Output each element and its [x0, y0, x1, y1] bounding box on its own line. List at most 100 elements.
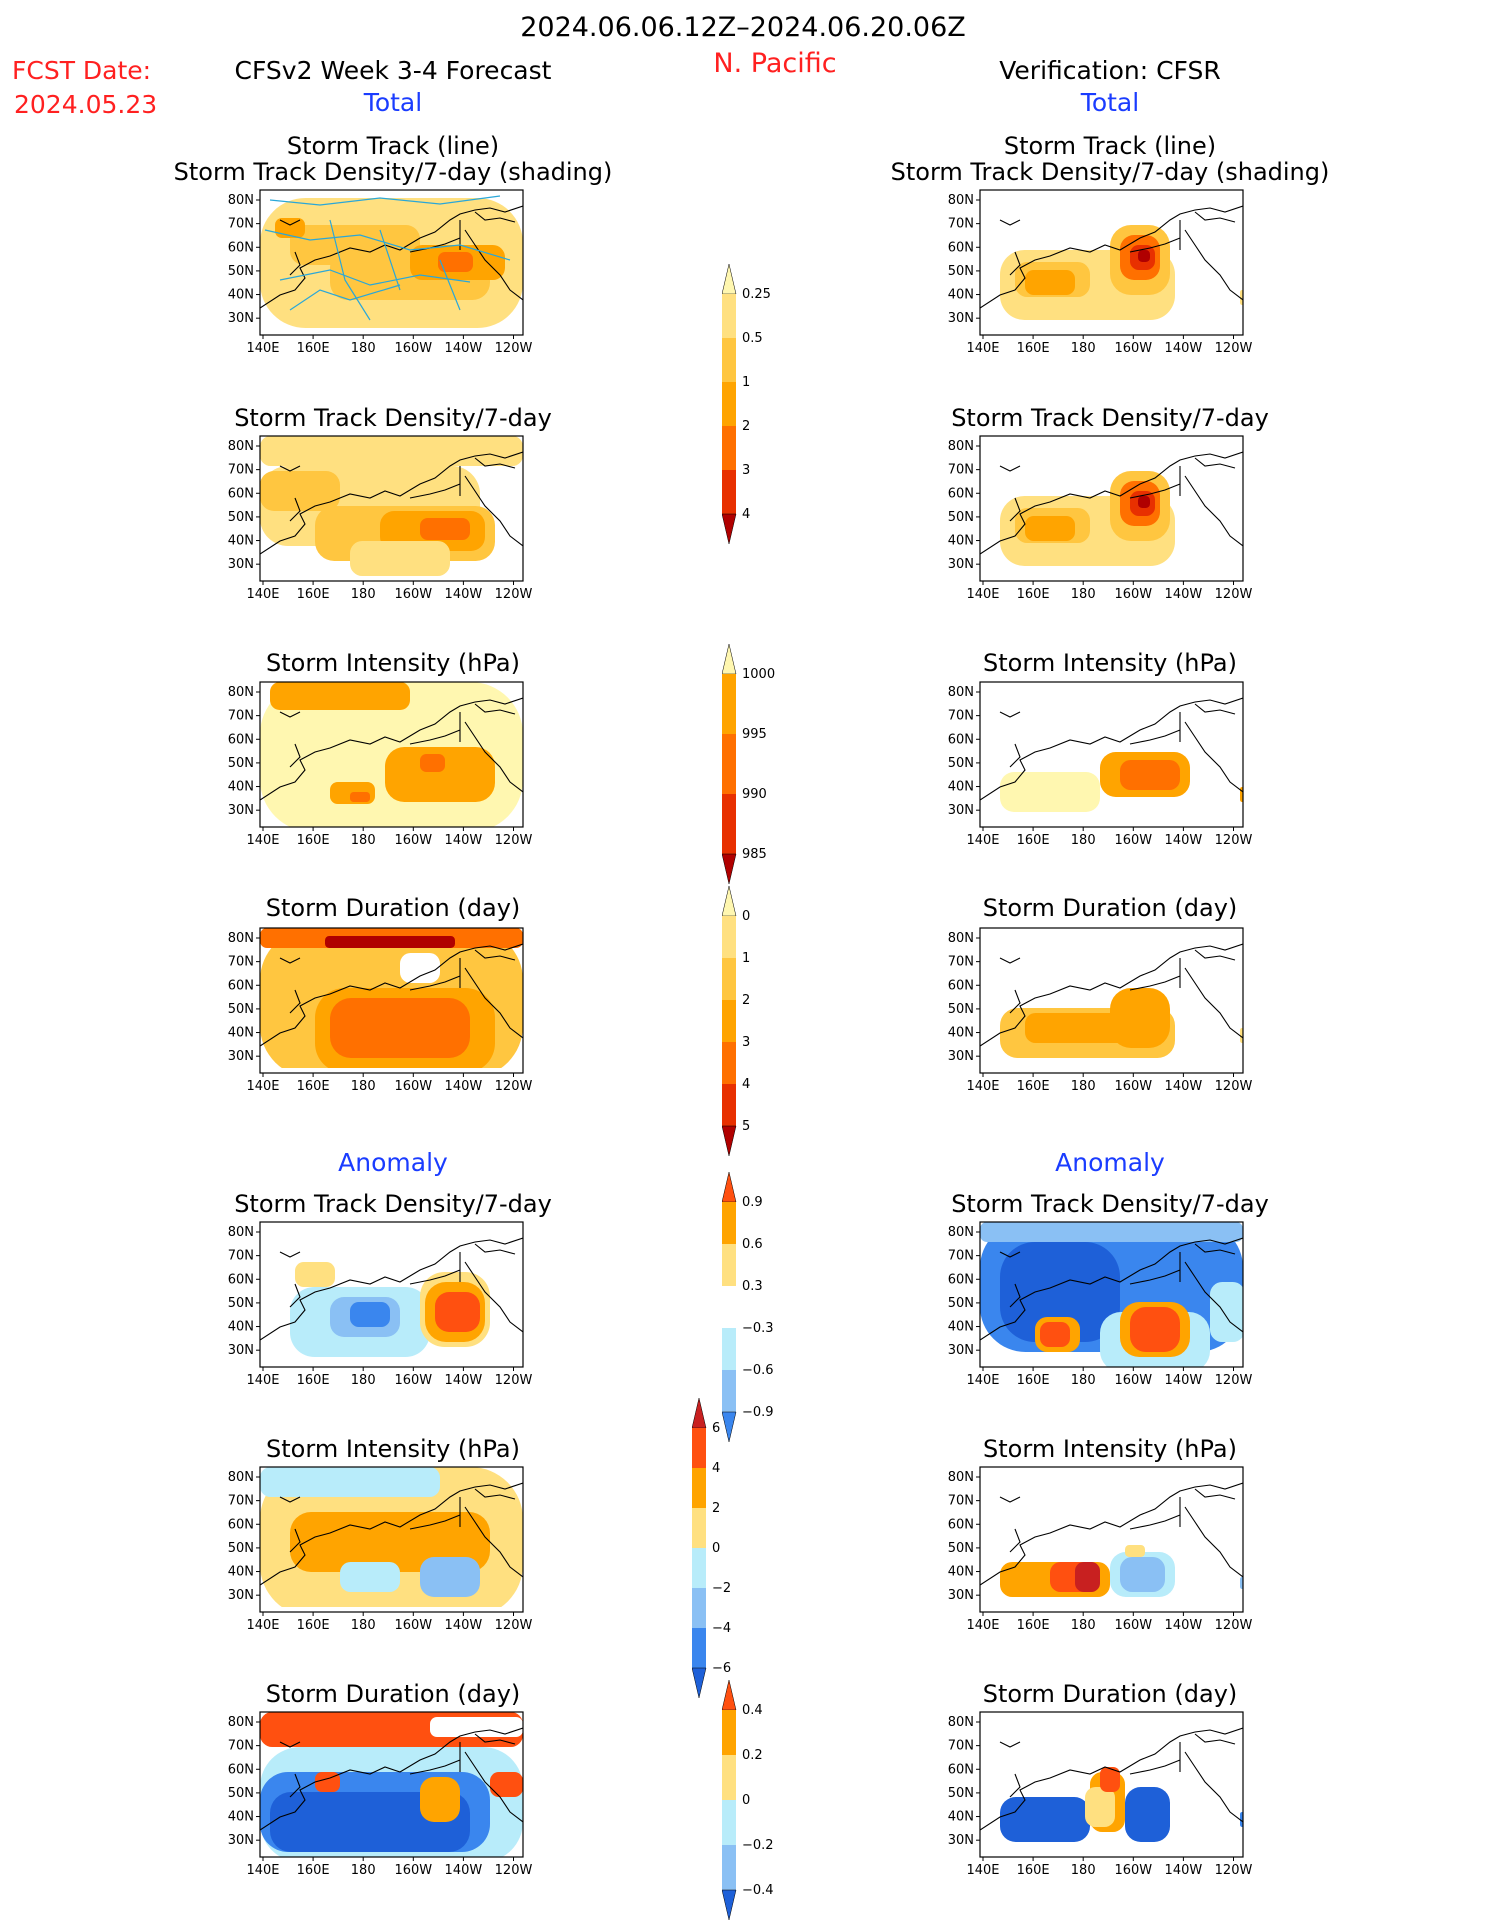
section-anomaly-left: Anomaly	[338, 1148, 448, 1177]
lat-tick-label: 40N	[948, 1565, 974, 1580]
colorbar-swatch	[722, 1084, 736, 1126]
lon-tick-label: 140E	[246, 341, 279, 356]
lat-tick-label: 70N	[228, 1739, 254, 1754]
lon-tick-label: 140W	[1165, 1863, 1203, 1878]
shade-cell	[1240, 1028, 1243, 1043]
lon-tick-label: 160E	[1017, 587, 1050, 602]
colorbar-anom-intensity: 6 4 2 0 −2 −4 −6	[691, 1397, 762, 1699]
lat-tick-label: 80N	[228, 931, 254, 946]
lon-tick-label: 120W	[495, 1373, 533, 1388]
colorbar-label: 0.3	[742, 1279, 763, 1294]
lat-tick-label: 70N	[948, 217, 974, 232]
shade-cell	[260, 436, 523, 466]
lon-tick-label: 160E	[1017, 833, 1050, 848]
colorbar-label: −0.3	[742, 1321, 774, 1336]
map-fcst-duration: 80N 70N 60N 50N 40N 30N 140E 160E 180 160W 140W 120…	[208, 927, 538, 1103]
shade-cell	[325, 936, 455, 948]
shade-cell	[350, 792, 370, 802]
lon-tick-label: 120W	[1215, 1863, 1253, 1878]
lat-tick-label: 30N	[948, 557, 974, 572]
colorbar-swatch	[722, 1328, 736, 1370]
title-duration-right: Storm Duration (day)	[982, 894, 1238, 922]
colorbar-cap-bottom	[721, 1125, 737, 1157]
map-verif-density: 80N 70N 60N 50N 40N 30N 140E 160E 180 160W 140W 120…	[928, 435, 1258, 611]
lon-tick-label: 160W	[1114, 587, 1152, 602]
shade-cell	[1025, 516, 1075, 541]
shade-cell	[1130, 1307, 1180, 1352]
lon-tick-label: 180	[351, 1079, 376, 1094]
section-total-right: Total	[1080, 88, 1140, 117]
lon-tick-label: 160W	[394, 341, 432, 356]
lat-tick-label: 60N	[228, 1517, 254, 1532]
lon-tick-label: 140W	[445, 833, 483, 848]
shade-cell	[1210, 1282, 1243, 1342]
colorbar-swatch	[722, 1202, 736, 1244]
colorbar-label: 990	[742, 787, 767, 802]
colorbar-label: 0.2	[742, 1748, 763, 1763]
lon-tick-label: 140E	[966, 1863, 999, 1878]
lon-tick-label: 120W	[495, 587, 533, 602]
coastline	[980, 943, 1243, 1047]
lat-tick-label: 30N	[948, 1588, 974, 1603]
title-track-shading-right: Storm Track Density/7-day (shading)	[890, 158, 1330, 186]
lat-tick-label: 60N	[948, 240, 974, 255]
shade-cell	[1125, 1787, 1170, 1842]
lat-tick-label: 30N	[228, 1588, 254, 1603]
colorbar-label: 0.6	[742, 1237, 763, 1252]
colorbar-anom-duration: 0.4 0.2 0 −0.2 −0.4	[721, 1679, 792, 1921]
colorbar-swatch	[692, 1428, 706, 1468]
lon-tick-label: 160E	[297, 341, 330, 356]
colorbar-swatch	[722, 1755, 736, 1800]
title-density-left: Storm Track Density/7-day	[234, 404, 552, 432]
colorbar-swatch	[722, 470, 736, 514]
map-verif-anom-density: 80N 70N 60N 50N 40N 30N 140E 160E 180 160W 140W 120…	[928, 1221, 1258, 1397]
colorbar-label: 0	[712, 1541, 720, 1556]
colorbar-swatch	[692, 1468, 706, 1508]
colorbar-swatch	[722, 1286, 736, 1328]
shade-cell	[1240, 1577, 1243, 1589]
colorbar-label: −0.6	[742, 1363, 774, 1378]
colorbar-label: 4	[742, 1077, 750, 1092]
colorbar-cap-bottom	[721, 513, 737, 545]
lat-tick-label: 70N	[228, 709, 254, 724]
lat-tick-label: 80N	[228, 1715, 254, 1730]
coastline	[260, 1727, 523, 1831]
colorbar-total-intensity: 1000995990985980	[721, 643, 792, 922]
colorbar-label: 985	[742, 847, 767, 862]
colorbar-cap-top	[691, 1397, 707, 1429]
lat-tick-label: 60N	[228, 1272, 254, 1287]
lat-tick-label: 30N	[228, 803, 254, 818]
section-total-left: Total	[363, 88, 423, 117]
shade-cell	[1000, 1242, 1120, 1342]
colorbar-swatch	[722, 1800, 736, 1845]
lat-tick-label: 80N	[228, 1470, 254, 1485]
colorbar-swatch	[692, 1548, 706, 1588]
shade-cell	[420, 1557, 480, 1597]
lon-tick-label: 120W	[1215, 587, 1253, 602]
colorbar-swatch	[722, 1042, 736, 1084]
shade-cell	[350, 541, 450, 576]
lon-tick-label: 160W	[394, 1863, 432, 1878]
colorbar-cap-bottom	[721, 1411, 737, 1443]
colorbar-label: −4	[712, 1621, 731, 1636]
lat-tick-label: 40N	[948, 1810, 974, 1825]
lon-tick-label: 140E	[246, 1373, 279, 1388]
shade-cell	[1000, 772, 1100, 812]
title-anom-density-left: Storm Track Density/7-day	[234, 1190, 552, 1218]
lon-tick-label: 140E	[966, 1079, 999, 1094]
lat-tick-label: 40N	[948, 1026, 974, 1041]
map-fcst-anom-density: 80N 70N 60N 50N 40N 30N 140E 160E 180 160W 140W 120…	[208, 1221, 538, 1397]
lon-tick-label: 120W	[495, 833, 533, 848]
shade-cell	[1120, 760, 1180, 790]
lon-tick-label: 140E	[246, 1079, 279, 1094]
lat-tick-label: 40N	[948, 534, 974, 549]
colorbar-swatch	[722, 1244, 736, 1286]
colorbar-label: 6	[712, 1421, 720, 1436]
shade-cell	[340, 1562, 400, 1592]
lat-tick-label: 50N	[228, 1296, 254, 1311]
lon-tick-label: 180	[351, 1618, 376, 1633]
colorbar-swatch	[722, 1845, 736, 1890]
lon-tick-label: 140W	[1165, 587, 1203, 602]
lon-tick-label: 140E	[966, 1373, 999, 1388]
lon-tick-label: 140W	[1165, 833, 1203, 848]
